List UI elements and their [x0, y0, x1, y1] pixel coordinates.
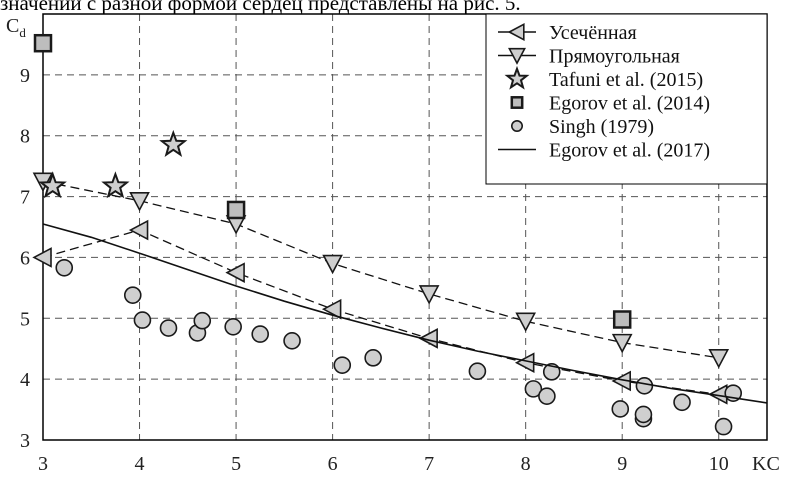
- x-tick-label: 3: [38, 453, 48, 475]
- circle-marker: [673, 393, 691, 412]
- square-marker: [510, 96, 524, 109]
- legend-label: Tafuni et al. (2015): [549, 69, 703, 91]
- y-tick-label: 4: [20, 369, 30, 391]
- y-tick-label: 3: [20, 430, 30, 452]
- triangle-left-marker: [128, 219, 149, 241]
- y-tick-label: 6: [20, 247, 30, 269]
- series-4: [55, 258, 743, 436]
- circle-marker: [251, 325, 270, 343]
- legend-label: Egorov et al. (2014): [549, 93, 710, 115]
- series-3: [33, 33, 632, 329]
- triangle-left-marker: [225, 262, 245, 283]
- x-tick-label: 7: [424, 453, 434, 475]
- star-marker: [504, 65, 530, 90]
- circle-marker: [123, 286, 142, 304]
- series-layer: [32, 33, 768, 436]
- circle-marker: [611, 400, 630, 418]
- series-0: [32, 219, 728, 405]
- legend-entry: Tafuni et al. (2015): [504, 65, 703, 91]
- triangle-down-marker: [322, 254, 343, 275]
- legend-label: Прямоугольная: [549, 46, 680, 68]
- series-1: [32, 172, 730, 369]
- x-tick-label: 8: [521, 453, 531, 475]
- series-2: [38, 129, 188, 199]
- circle-marker: [283, 332, 301, 350]
- x-tick-label: 10: [709, 453, 729, 475]
- triangle-down-marker: [508, 47, 526, 65]
- square-marker: [33, 33, 53, 53]
- legend-label: Singh (1979): [549, 116, 654, 138]
- star-marker: [159, 129, 188, 157]
- circle-marker: [333, 356, 352, 374]
- triangle-left-marker: [32, 247, 52, 268]
- circle-marker: [133, 311, 152, 329]
- circle-marker: [538, 387, 556, 405]
- y-tick-label: 8: [20, 126, 30, 148]
- legend-entry: Egorov et al. (2017): [498, 140, 710, 162]
- y-axis-title: Cd: [6, 15, 26, 40]
- axes: 3 4 5 6 7 8 9 10 3 4 5 6 7 8 9 Cd KC: [6, 13, 780, 475]
- circle-marker: [364, 349, 382, 367]
- triangle-down-marker: [129, 192, 150, 212]
- circle-marker: [159, 319, 178, 337]
- legend-entry: Прямоугольная: [498, 46, 680, 68]
- legend-entry: Singh (1979): [510, 116, 654, 138]
- triangle-down-marker: [708, 349, 730, 369]
- x-axis-title: KC: [752, 453, 780, 475]
- triangle-down-marker: [418, 285, 440, 305]
- triangle-down-marker: [515, 312, 536, 333]
- series-5: [42, 223, 768, 404]
- y-tick-label: 9: [20, 65, 30, 87]
- series-line: [42, 229, 719, 396]
- y-tick-label: 5: [20, 308, 30, 330]
- circle-marker: [510, 120, 523, 133]
- square-marker: [226, 200, 246, 220]
- circle-marker: [55, 258, 74, 277]
- circle-marker: [224, 318, 242, 336]
- x-tick-label: 5: [231, 453, 241, 475]
- plot-frame: [42, 13, 768, 441]
- x-tick-label: 4: [135, 453, 145, 475]
- circle-marker: [634, 405, 653, 424]
- legend-box: [485, 13, 768, 185]
- star-marker: [38, 171, 67, 199]
- triangle-left-marker: [321, 298, 342, 320]
- star-marker: [101, 171, 130, 199]
- series-line: [42, 180, 719, 359]
- circle-marker: [714, 417, 733, 436]
- legend-label: Усечённая: [549, 22, 637, 44]
- y-tick-label: 7: [20, 187, 30, 209]
- legend-label: Egorov et al. (2017): [549, 140, 710, 162]
- circle-marker: [524, 380, 543, 398]
- caption-text: значений с разной формой сердец представ…: [0, 0, 521, 15]
- x-tick-label: 9: [617, 453, 627, 475]
- triangle-down-marker: [611, 333, 633, 354]
- series-line: [42, 223, 768, 404]
- triangle-left-marker: [418, 328, 438, 349]
- circle-marker: [468, 362, 487, 381]
- circle-marker: [193, 311, 212, 330]
- legend-entry: Egorov et al. (2014): [510, 93, 710, 115]
- square-marker: [612, 310, 632, 329]
- circle-marker: [542, 363, 561, 381]
- triangle-left-marker: [507, 23, 525, 41]
- x-tick-label: 6: [328, 453, 338, 475]
- legend-entry: Усечённая: [498, 22, 637, 44]
- circle-marker: [635, 377, 654, 395]
